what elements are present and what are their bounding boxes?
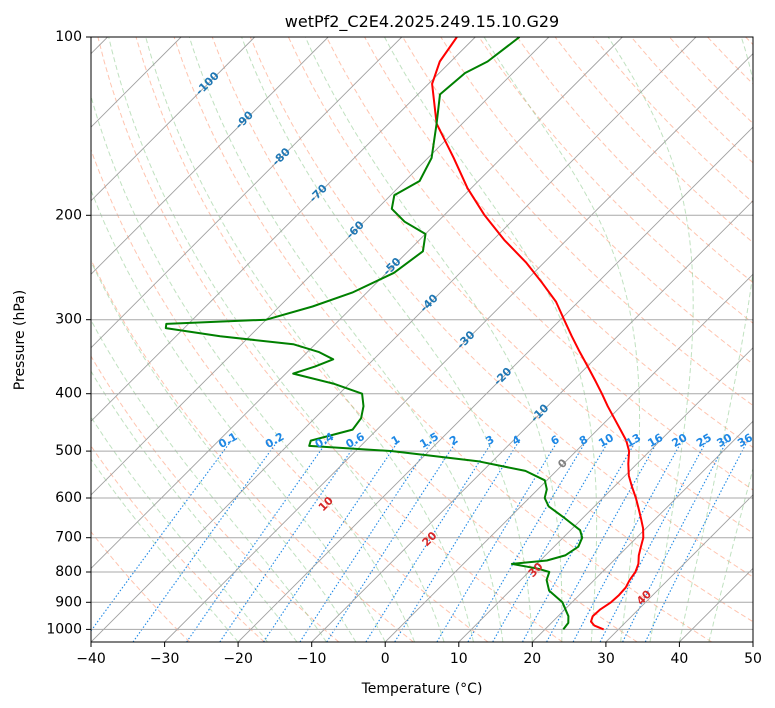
chart-title: wetPf2_C2E4.2025.249.15.10.G29 bbox=[285, 12, 559, 32]
dry-adiabat-line bbox=[91, 148, 489, 642]
mixing-ratio-line bbox=[622, 440, 728, 642]
y-tick-label: 500 bbox=[55, 443, 82, 459]
moist-adiabat-line bbox=[678, 37, 753, 642]
mixing-ratio-line bbox=[186, 440, 329, 642]
dry-adiabat-line bbox=[97, 37, 563, 642]
y-tick-label: 900 bbox=[55, 594, 82, 610]
moist-adiabat-line bbox=[91, 319, 327, 642]
mixing-ratio-line bbox=[436, 440, 559, 642]
moist-adiabat-line bbox=[91, 416, 268, 642]
isotherm-line bbox=[384, 273, 753, 642]
y-tick-label: 400 bbox=[55, 386, 82, 402]
mixing-ratio-line bbox=[365, 440, 494, 642]
y-tick-label: 100 bbox=[55, 29, 82, 45]
moist-adiabat-line bbox=[108, 37, 445, 642]
dry-adiabat-line bbox=[91, 531, 191, 642]
isotherm-line bbox=[91, 37, 476, 422]
mixing-ratio-line bbox=[492, 440, 610, 642]
mixing-ratio-line bbox=[219, 440, 359, 642]
y-tick-label: 200 bbox=[55, 207, 82, 223]
dry-adiabat-line bbox=[91, 355, 340, 642]
mixing-ratio-line bbox=[572, 440, 683, 642]
moist-adiabat-line bbox=[91, 458, 239, 642]
moist-adiabat-line bbox=[304, 37, 563, 642]
y-axis: 100 200 300 400 500 600 700 800 900 1000 bbox=[46, 29, 91, 637]
mixing-ratio-line bbox=[326, 440, 458, 642]
isotherm-line bbox=[311, 200, 753, 642]
y-tick-label: 600 bbox=[55, 490, 82, 506]
background-lines bbox=[91, 37, 753, 642]
x-tick-label: −10 bbox=[297, 651, 327, 667]
y-tick-label: 700 bbox=[55, 530, 82, 546]
y-tick-label: 800 bbox=[55, 564, 82, 580]
isotherm-line bbox=[531, 420, 753, 642]
moist-adiabat-line bbox=[483, 37, 641, 642]
isotherm-line bbox=[605, 494, 753, 642]
dry-adiabat-line bbox=[91, 445, 265, 642]
temperature-profile-line bbox=[431, 37, 645, 631]
plot-frame bbox=[90, 36, 754, 643]
dry-adiabat-line bbox=[402, 37, 753, 407]
dry-adiabat-line bbox=[249, 37, 753, 578]
pressure-gridlines bbox=[91, 37, 753, 630]
isotherm-line bbox=[91, 37, 623, 570]
x-axis: −40 −30 −20 −10 0 10 20 30 40 50 bbox=[76, 642, 762, 667]
mixing-ratio-line bbox=[263, 440, 400, 642]
moist-adiabat-line bbox=[241, 37, 533, 642]
isotherm-line bbox=[164, 52, 753, 642]
moist-adiabat-line bbox=[145, 37, 474, 642]
y-axis-label: Pressure (hPa) bbox=[12, 290, 28, 390]
isotherm-line bbox=[91, 37, 403, 349]
dry-adiabat-line bbox=[478, 37, 753, 324]
x-tick-label: 50 bbox=[744, 651, 762, 667]
x-tick-label: 10 bbox=[450, 651, 468, 667]
isotherm-line bbox=[91, 37, 256, 202]
dry-adiabat-line bbox=[326, 37, 753, 491]
y-tick-label: 1000 bbox=[46, 621, 82, 637]
dry-adiabat-line bbox=[211, 37, 753, 623]
isotherm-line bbox=[237, 126, 753, 642]
mixing-ratio-line bbox=[299, 440, 433, 642]
dewpoint-profile-line bbox=[164, 37, 584, 631]
x-tick-label: 40 bbox=[670, 651, 688, 667]
x-tick-label: 30 bbox=[597, 651, 615, 667]
mixing-ratio-line bbox=[599, 440, 708, 642]
y-tick-label: 300 bbox=[55, 312, 82, 328]
mixing-ratio-line bbox=[467, 440, 587, 642]
isotherm-line bbox=[91, 37, 697, 642]
x-axis-label: Temperature (°C) bbox=[361, 681, 483, 697]
profile-lines bbox=[164, 37, 645, 631]
moist-adiabat-line bbox=[91, 260, 357, 642]
moist-adiabat-line bbox=[708, 466, 753, 642]
x-tick-label: 20 bbox=[523, 651, 541, 667]
x-tick-label: −20 bbox=[223, 651, 253, 667]
moist-adiabat-line bbox=[607, 37, 694, 642]
dry-adiabat-line bbox=[516, 37, 753, 284]
moist-adiabat-line bbox=[91, 188, 386, 642]
isotherm-line bbox=[91, 37, 329, 275]
x-tick-label: 0 bbox=[381, 651, 390, 667]
moist-adiabat-line bbox=[188, 37, 504, 642]
x-tick-label: −40 bbox=[76, 651, 106, 667]
x-tick-label: −30 bbox=[150, 651, 180, 667]
isotherm-line bbox=[458, 347, 753, 642]
dry-adiabat-line bbox=[135, 37, 638, 642]
